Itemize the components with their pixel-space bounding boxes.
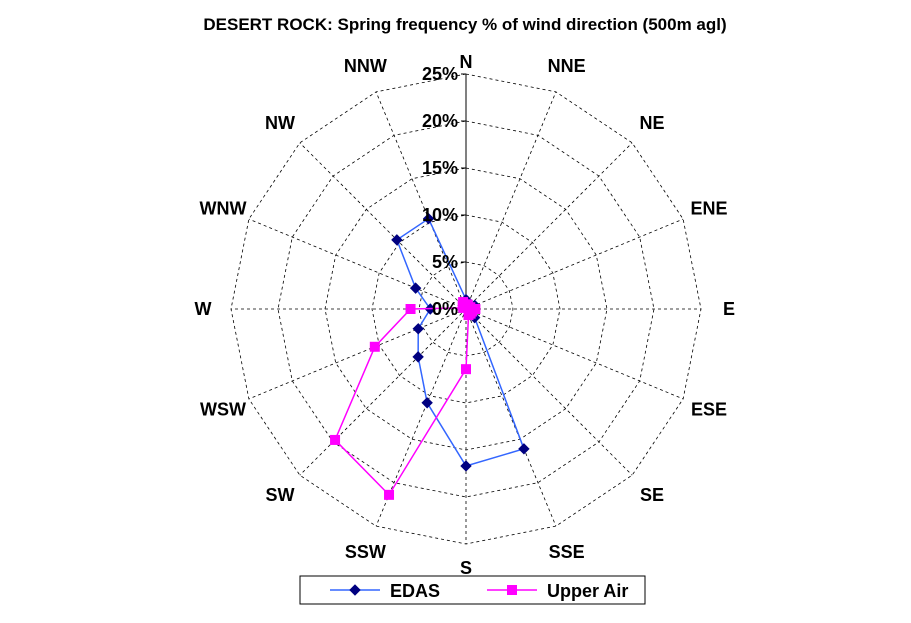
direction-label-ssw: SSW [345, 542, 386, 562]
radial-tick-label: 15% [422, 158, 458, 178]
data-point [422, 212, 435, 225]
data-point [461, 364, 471, 375]
chart-title: DESERT ROCK: Spring frequency % of wind … [203, 15, 726, 34]
radial-tick-label: 5% [432, 252, 458, 272]
data-point [463, 310, 474, 321]
radial-tick-label: 20% [422, 111, 458, 131]
grid-spoke [465, 218, 684, 310]
grid-ring [371, 214, 561, 404]
legend-upper-air-marker [507, 585, 517, 595]
radial-tick-label: 25% [422, 64, 458, 84]
grid-spoke [465, 308, 557, 527]
legend-marker [349, 584, 361, 596]
data-point [421, 397, 433, 409]
direction-label-ese: ESE [691, 400, 727, 420]
grid-spoke [465, 308, 684, 400]
direction-label-wnw: WNW [200, 198, 247, 218]
data-point [412, 351, 424, 363]
grid-spoke [465, 142, 633, 310]
direction-label-sse: SSE [549, 542, 585, 562]
data-point [412, 323, 424, 335]
direction-label-wsw: WSW [200, 400, 246, 420]
radar-series [330, 212, 530, 500]
series-upper-air [330, 297, 481, 500]
radial-tick-label: 10% [422, 205, 458, 225]
series-edas [391, 212, 530, 472]
legend-marker [507, 585, 517, 595]
data-point [391, 234, 403, 246]
data-point [409, 282, 422, 294]
direction-label-n: N [460, 52, 473, 72]
direction-label-se: SE [640, 485, 664, 505]
grid-spoke [465, 308, 633, 476]
direction-label-ene: ENE [690, 198, 727, 218]
direction-label-nw: NW [265, 113, 295, 133]
data-point [330, 434, 341, 445]
data-point [458, 297, 469, 308]
legend: EDAS Upper Air [299, 575, 646, 605]
grid-spoke [299, 308, 467, 476]
direction-label-s: S [460, 558, 472, 578]
direction-label-sw: SW [266, 485, 295, 505]
direction-label-ne: NE [639, 113, 664, 133]
data-point [369, 341, 380, 352]
data-point [384, 489, 395, 500]
direction-labels: N NNE NE ENE E ESE SE SSE S SSW SW WSW W WNW NW NNW [195, 52, 736, 578]
data-point [460, 460, 472, 472]
direction-label-nne: NNE [548, 56, 586, 76]
grid-spoke [465, 91, 557, 310]
series-line [395, 217, 525, 467]
grid-ring [277, 120, 655, 498]
direction-label-e: E [723, 299, 735, 319]
direction-label-nnw: NNW [344, 56, 387, 76]
radial-tick-label: 0% [432, 299, 458, 319]
legend-edas-marker [349, 584, 361, 596]
legend-upper-air-label: Upper Air [547, 581, 628, 601]
data-point [405, 304, 416, 314]
radial-tick-labels: 0% 5% 10% 15% 20% 25% [422, 64, 458, 319]
data-point [518, 443, 530, 455]
series-line [334, 300, 477, 497]
grid-spoke [248, 308, 467, 400]
legend-edas-label: EDAS [390, 581, 440, 601]
direction-label-w: W [195, 299, 212, 319]
